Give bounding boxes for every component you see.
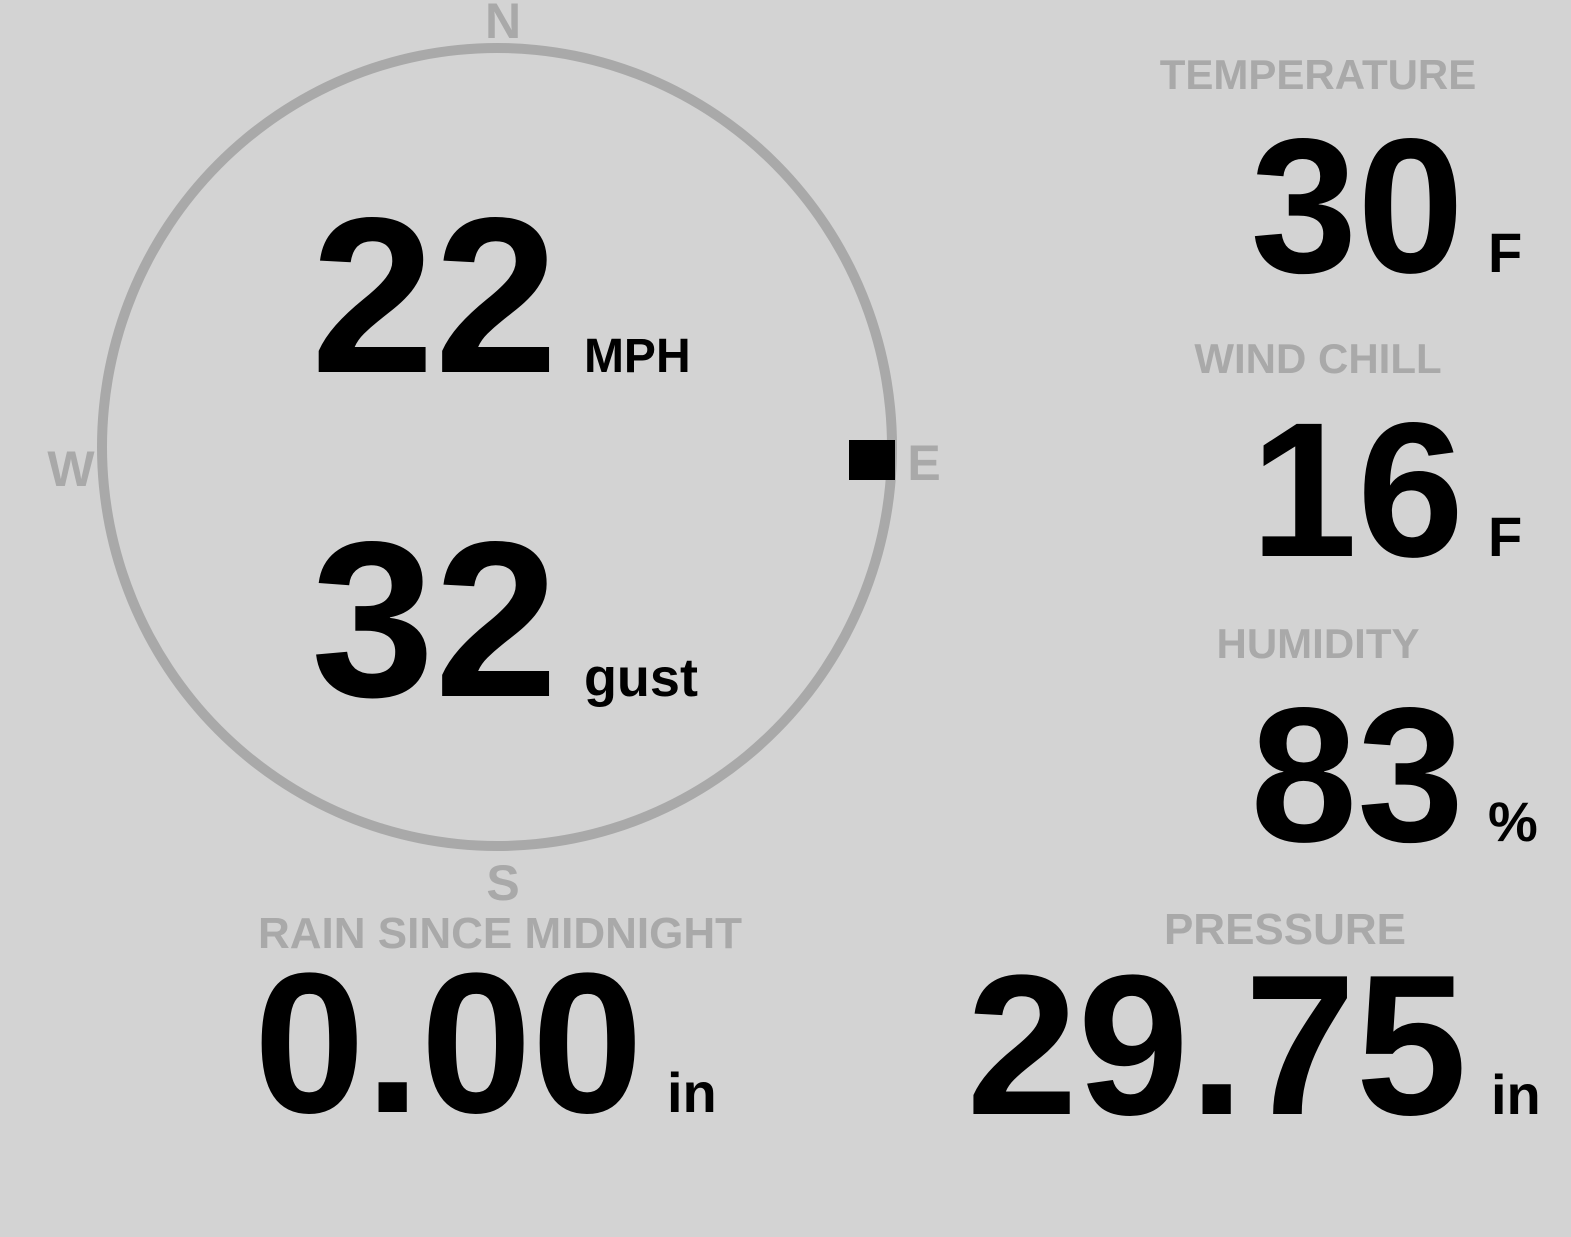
wind-chill-label: WIND CHILL bbox=[1194, 335, 1442, 382]
pressure-readout: 29.75 in bbox=[791, 946, 1551, 1146]
rain-since-midnight-value: 0.00 bbox=[253, 932, 643, 1155]
wind-chill-unit: F bbox=[1488, 505, 1523, 568]
compass-label-west: W bbox=[47, 441, 95, 497]
humidity-metric: HUMIDITY 83 % bbox=[1088, 623, 1548, 871]
humidity-readout: 83 % bbox=[1088, 679, 1548, 871]
wind-chill-readout: 16 F bbox=[1088, 394, 1548, 586]
humidity-unit: % bbox=[1488, 790, 1538, 853]
humidity-label: HUMIDITY bbox=[1216, 620, 1420, 667]
temperature-readout: 30 F bbox=[1088, 110, 1548, 302]
compass-label-south: S bbox=[486, 855, 520, 911]
compass-label-north: N bbox=[484, 0, 522, 49]
temperature-metric: TEMPERATURE 30 F bbox=[1088, 54, 1548, 302]
pressure-unit: in bbox=[1491, 1063, 1541, 1126]
rain-since-midnight-label: RAIN SINCE MIDNIGHT bbox=[258, 909, 742, 958]
pressure-label: PRESSURE bbox=[1163, 905, 1407, 954]
temperature-value: 30 bbox=[1250, 98, 1464, 313]
wind-direction-marker bbox=[848, 440, 895, 481]
rain-since-midnight-readout: 0.00 in bbox=[0, 944, 727, 1144]
wind-gust-readout: 32 gust bbox=[311, 509, 698, 731]
wind-chill-value: 16 bbox=[1250, 382, 1464, 597]
wind-speed-readout: 22 MPH bbox=[311, 185, 691, 407]
wind-speed-unit: MPH bbox=[583, 330, 691, 383]
wind-gust-unit: gust bbox=[583, 648, 698, 708]
compass-label-east: E bbox=[907, 435, 941, 491]
rain-since-midnight-unit: in bbox=[667, 1061, 717, 1124]
humidity-value: 83 bbox=[1250, 667, 1464, 882]
wind-gust-value: 32 bbox=[311, 496, 558, 744]
pressure-value: 29.75 bbox=[966, 934, 1468, 1157]
temperature-label: TEMPERATURE bbox=[1159, 51, 1477, 98]
temperature-unit: F bbox=[1488, 221, 1523, 284]
wind-speed-value: 22 bbox=[311, 172, 558, 420]
wind-chill-metric: WIND CHILL 16 F bbox=[1088, 338, 1548, 586]
